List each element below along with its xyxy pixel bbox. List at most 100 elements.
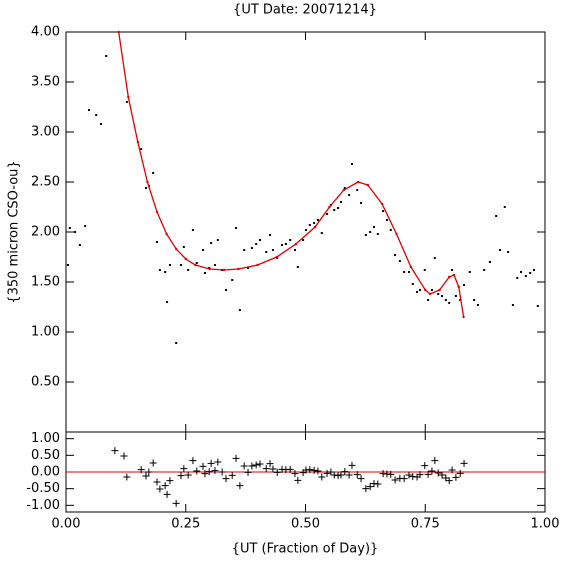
residual-point	[416, 471, 424, 479]
fit-dot	[146, 180, 149, 184]
data-point	[411, 283, 414, 285]
fit-dot	[222, 268, 226, 272]
data-point	[304, 229, 307, 231]
data-point	[284, 243, 287, 245]
fit-dot	[208, 267, 211, 271]
data-point	[302, 239, 305, 241]
data-point	[238, 309, 241, 311]
residual-point	[244, 468, 252, 476]
data-point	[423, 269, 426, 271]
data-point	[156, 241, 159, 243]
residual-point	[323, 469, 331, 477]
chart-title: {UT Date: 20071214}	[233, 3, 377, 18]
data-point	[444, 299, 447, 301]
residual-point	[334, 472, 342, 480]
data-point	[433, 257, 436, 259]
data-point	[468, 271, 471, 273]
y-axis-label: {350 micron CSO-ou}	[7, 160, 22, 303]
residual-point	[366, 483, 374, 491]
data-point	[213, 264, 216, 266]
residual-point	[310, 466, 318, 474]
data-point	[78, 244, 81, 246]
fit-line	[118, 31, 465, 318]
residual-point	[348, 461, 356, 469]
data-point	[175, 342, 178, 344]
data-point	[418, 289, 421, 291]
data-point	[235, 227, 238, 229]
data-point	[495, 215, 498, 217]
residual-point	[177, 472, 185, 480]
data-point	[473, 299, 476, 301]
residual-point	[438, 471, 446, 479]
data-point	[333, 209, 336, 211]
fit-dot	[237, 267, 240, 271]
data-point	[520, 271, 523, 273]
fit-dot	[127, 95, 130, 99]
data-point	[210, 242, 213, 244]
fit-dot	[117, 30, 120, 34]
data-point	[536, 305, 539, 307]
data-point	[394, 254, 397, 256]
residual-point	[145, 468, 153, 476]
residual-point	[291, 470, 299, 478]
data-point	[320, 232, 323, 234]
residual-point	[345, 471, 353, 479]
residual-point	[211, 467, 219, 475]
data-point	[498, 249, 501, 251]
residual-point	[269, 465, 277, 473]
fit-dot	[155, 210, 159, 214]
residual-point	[199, 462, 207, 470]
residual-point	[205, 468, 213, 476]
data-point	[140, 148, 143, 150]
data-point	[427, 299, 430, 301]
fit-dot	[409, 265, 413, 269]
data-point	[187, 269, 190, 271]
data-point	[529, 272, 532, 274]
data-point	[84, 225, 87, 227]
data-point	[158, 269, 161, 271]
data-point	[448, 302, 451, 304]
residual-point	[156, 485, 164, 493]
data-point	[289, 239, 292, 241]
fit-dot	[380, 202, 384, 206]
data-point	[389, 229, 392, 231]
data-point	[243, 249, 246, 251]
data-point	[164, 271, 167, 273]
y-tick-label: 4.00	[31, 25, 60, 40]
data-point	[255, 243, 258, 245]
data-point	[403, 271, 406, 273]
y-tick-label: -1.00	[26, 498, 60, 513]
residual-point	[252, 461, 260, 469]
residual-point	[262, 465, 270, 473]
data-point	[360, 202, 363, 204]
residual-point	[294, 476, 302, 484]
residual-point	[228, 471, 236, 479]
residual-point	[214, 458, 222, 466]
x-tick-label: 1.00	[531, 517, 560, 532]
y-tick-label: -0.50	[26, 481, 60, 496]
data-point	[231, 279, 234, 281]
data-point	[451, 269, 454, 271]
fit-dot	[452, 273, 456, 277]
data-point	[265, 251, 268, 253]
data-point	[398, 260, 401, 262]
residual-point	[314, 467, 322, 475]
data-point	[201, 249, 204, 251]
x-tick-label: 0.25	[171, 517, 200, 532]
y-tick-label: 0.50	[31, 448, 60, 463]
fit-dot	[395, 232, 398, 236]
data-point	[125, 101, 128, 103]
data-point	[258, 239, 261, 241]
data-point	[516, 277, 519, 279]
data-point	[316, 219, 319, 221]
residual-point	[405, 471, 413, 479]
data-point	[293, 249, 296, 251]
y-tick-label: 1.00	[31, 325, 60, 340]
residual-point	[330, 471, 338, 479]
data-point	[337, 207, 340, 209]
data-point	[195, 262, 198, 264]
residual-point	[201, 470, 209, 478]
data-point	[182, 246, 185, 248]
residual-point	[189, 457, 197, 465]
